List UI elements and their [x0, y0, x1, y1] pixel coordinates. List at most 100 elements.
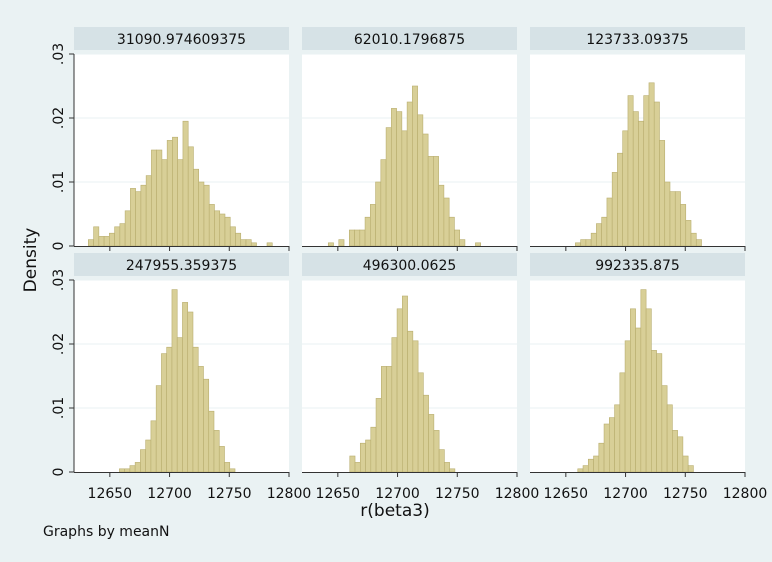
histogram-bar [370, 426, 377, 473]
histogram-bar [444, 462, 450, 473]
histogram-bar [176, 337, 183, 473]
histogram-bar [661, 385, 668, 473]
x-tick-label: 12800 [267, 486, 312, 502]
histogram-bar [448, 216, 455, 247]
histogram-bar [198, 181, 205, 247]
histogram-bar [412, 85, 418, 247]
histogram-bar [391, 108, 397, 247]
histogram-bar [580, 239, 587, 247]
histogram-bar [585, 239, 592, 247]
histogram-bar [611, 172, 618, 247]
histogram-bar [364, 216, 371, 247]
histogram-bar [632, 111, 639, 247]
panel-title: 992335.875 [595, 258, 680, 274]
histogram-bar [145, 439, 152, 473]
histogram-bar [140, 184, 147, 247]
histogram-bar [386, 366, 393, 473]
histogram-bar [229, 468, 236, 473]
panel-3: 123733.09375 [530, 27, 746, 251]
histogram-bar [354, 229, 361, 247]
histogram-bar [192, 346, 199, 473]
y-tick-label: .03 [51, 43, 67, 65]
histogram-bar [245, 239, 252, 247]
histogram-bar [203, 184, 210, 247]
histogram-bar [124, 468, 131, 473]
histogram-bar [627, 95, 634, 247]
histogram-bar [203, 378, 210, 473]
histogram-bar [327, 242, 334, 247]
histogram-bar [622, 130, 629, 247]
histogram-bar [438, 449, 445, 473]
histogram-bar [677, 436, 684, 473]
histogram-bar [666, 404, 673, 473]
histogram-bar [166, 140, 173, 247]
histogram-bar [171, 289, 178, 473]
histogram-bar [590, 232, 597, 247]
panel-5: 496300.0625 12650 12700 12750 12800 [302, 253, 539, 502]
histogram-bar [417, 114, 424, 247]
histogram-bar [601, 216, 608, 247]
histogram-bar [349, 455, 356, 473]
histogram-bar [130, 188, 136, 247]
histogram-bar [150, 420, 157, 473]
histogram-bar [682, 455, 689, 473]
histogram-bar [161, 353, 167, 473]
histogram-bar [422, 133, 429, 247]
histogram-bar [645, 308, 652, 473]
histogram-bar [235, 232, 242, 247]
histogram-bar [182, 302, 189, 473]
histogram-bar [427, 156, 434, 247]
x-tick-label: 12750 [207, 486, 252, 502]
x-tick-label: 12650 [544, 486, 589, 502]
histogram-bar [124, 210, 131, 247]
histogram-bar [380, 159, 387, 247]
histogram-bar [365, 439, 372, 473]
panel-1: 31090.974609375 0 .01 .02 .03 [51, 27, 290, 251]
histogram-bar [630, 308, 636, 473]
histogram-bar [135, 191, 142, 247]
histogram-bar [151, 149, 157, 247]
histogram-bar [338, 239, 345, 247]
histogram-bar [88, 239, 94, 247]
histogram-bar [359, 442, 366, 473]
histogram-bar [224, 216, 231, 247]
panel-strip [74, 253, 289, 276]
histogram-bar [134, 462, 141, 473]
x-tick-label: 12750 [663, 486, 708, 502]
y-axis-title: Density [21, 228, 41, 293]
histogram-bar [119, 223, 126, 247]
histogram-bar [659, 140, 666, 247]
histogram-bar [587, 458, 594, 473]
histogram-bar [614, 404, 621, 473]
histogram-bar [407, 330, 414, 473]
panel-title: 123733.09375 [586, 32, 688, 48]
histogram-bar [229, 226, 236, 247]
histogram-bar [166, 346, 173, 473]
panel-title: 247955.359375 [126, 258, 237, 274]
histogram-bar [354, 462, 361, 473]
histogram-bar [687, 465, 694, 473]
histogram-bar [685, 220, 692, 247]
histogram-bar [224, 462, 231, 473]
histogram-bar [359, 229, 366, 247]
histogram-bar [381, 366, 387, 473]
histogram-bar [161, 159, 168, 247]
histogram-bar [114, 226, 121, 247]
histogram-bar [648, 82, 655, 247]
histogram-bar [396, 308, 403, 473]
y-tick-label: 0 [51, 468, 67, 477]
histogram-bar [423, 394, 429, 473]
histogram-bar [582, 465, 589, 473]
x-tick-label: 12700 [375, 486, 420, 502]
histogram-bar [577, 468, 584, 473]
histogram-bar [433, 156, 439, 247]
histogram-bar [609, 417, 615, 473]
histogram-bar [596, 223, 602, 247]
histogram-bar [656, 353, 663, 473]
histogram-bar [208, 410, 215, 473]
histogram-bar [177, 159, 184, 247]
histogram-bar [624, 340, 631, 473]
histogram-bar [680, 204, 687, 247]
y-tick-label: .02 [51, 333, 67, 355]
histogram-bar [695, 239, 702, 247]
